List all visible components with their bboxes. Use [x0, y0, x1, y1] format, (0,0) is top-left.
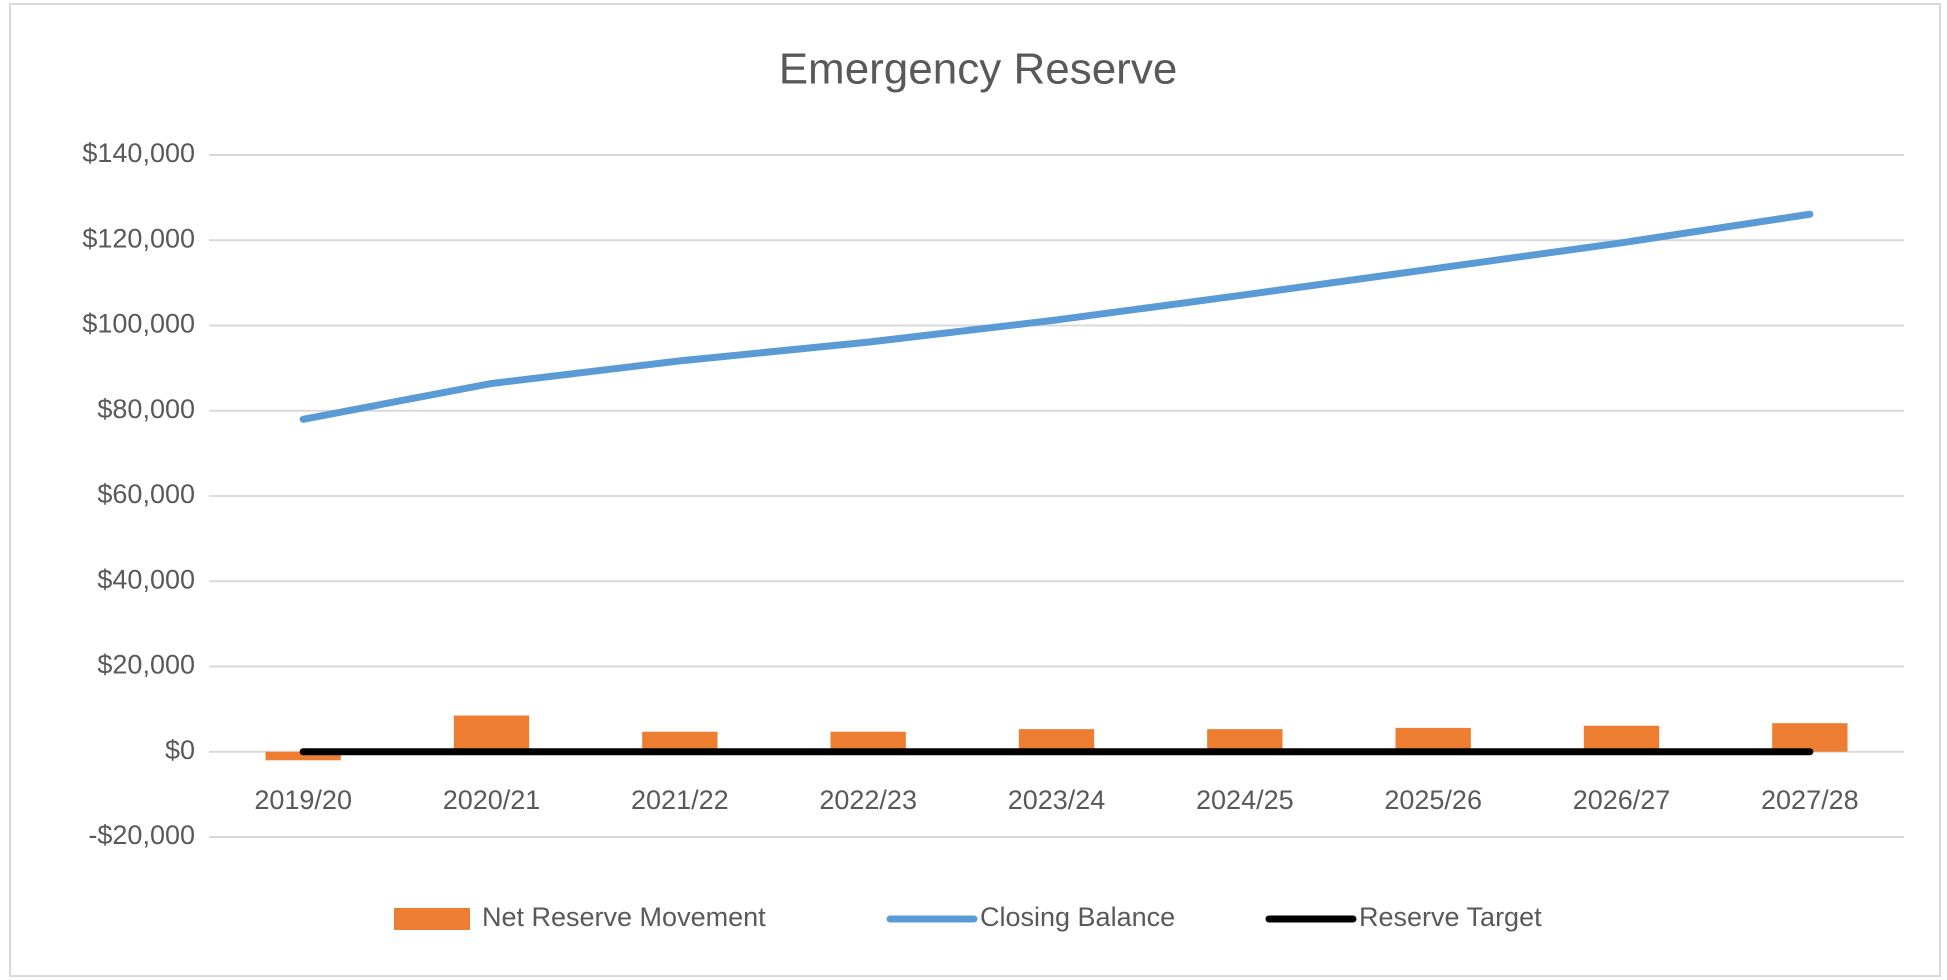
x-tick-label: 2025/26 — [1384, 785, 1482, 815]
legend-swatch — [394, 908, 470, 930]
chart-title: Emergency Reserve — [779, 45, 1178, 94]
y-tick-label: $120,000 — [82, 223, 195, 253]
chart-border — [9, 3, 1941, 977]
x-tick-label: 2023/24 — [1008, 785, 1106, 815]
legend-label: Reserve Target — [1359, 902, 1542, 932]
y-tick-label: $80,000 — [97, 394, 195, 424]
x-tick-label: 2021/22 — [631, 785, 729, 815]
x-tick-label: 2026/27 — [1573, 785, 1671, 815]
x-tick-label: 2020/21 — [443, 785, 541, 815]
bar — [830, 731, 906, 752]
y-tick-label: $140,000 — [82, 138, 195, 168]
bar — [1018, 729, 1095, 752]
x-tick-label: 2019/20 — [254, 785, 352, 815]
legend-label: Closing Balance — [980, 902, 1175, 932]
bar — [642, 731, 718, 752]
bar — [265, 751, 341, 761]
y-tick-label: -$20,000 — [88, 820, 195, 850]
y-tick-label: $100,000 — [82, 309, 195, 339]
bar — [1395, 727, 1471, 752]
legend-label: Net Reserve Movement — [482, 902, 766, 932]
y-tick-label: $0 — [165, 735, 195, 765]
y-tick-label: $60,000 — [97, 479, 195, 509]
bar — [1583, 725, 1660, 752]
y-tick-label: $20,000 — [97, 650, 195, 680]
y-tick-label: $40,000 — [97, 564, 195, 594]
bar — [1772, 723, 1848, 752]
line — [299, 210, 1814, 423]
x-tick-label: 2027/28 — [1761, 785, 1859, 815]
x-tick-label: 2024/25 — [1196, 785, 1294, 815]
bar — [453, 715, 530, 752]
bar — [1207, 729, 1283, 752]
x-tick-label: 2022/23 — [819, 785, 917, 815]
